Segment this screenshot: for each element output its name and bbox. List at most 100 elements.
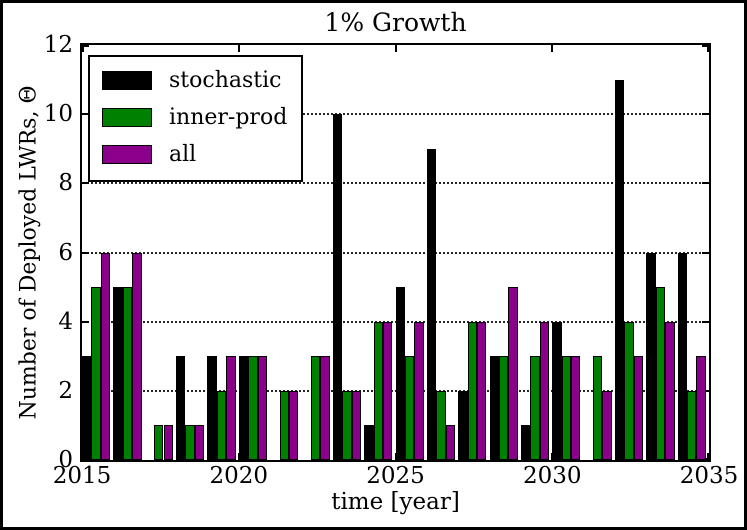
- bar-stochastic-2028: [489, 356, 499, 460]
- bar-all-2027: [477, 321, 487, 460]
- legend-label-inner-prod: inner-prod: [169, 105, 288, 130]
- x-axis-label: time [year]: [331, 489, 460, 515]
- bar-all-2030: [571, 356, 581, 460]
- bar-all-2029: [539, 321, 550, 460]
- bar-stochastic-2027: [458, 390, 468, 460]
- bar-inner-prod-2018: [185, 425, 195, 460]
- bar-inner-prod-2015: [91, 287, 101, 460]
- bar-all-2024: [382, 321, 393, 460]
- bar-inner-prod-2023: [342, 390, 352, 460]
- bar-inner-prod-2024: [373, 321, 383, 460]
- legend-row-all: all: [102, 140, 287, 169]
- bar-inner-prod-2019: [216, 390, 227, 460]
- bar-all-2023: [351, 390, 361, 460]
- x-tick-top: [394, 45, 397, 52]
- y-tick-label-10: 10: [43, 101, 73, 128]
- legend-row-stochastic: stochastic: [102, 66, 287, 95]
- bar-inner-prod-2032: [624, 321, 634, 460]
- bar-all-2016: [132, 252, 142, 460]
- bar-stochastic-2026: [426, 148, 437, 460]
- bar-stochastic-2024: [364, 425, 374, 460]
- bar-all-2020: [257, 356, 267, 460]
- bar-all-2018: [194, 425, 205, 460]
- bar-all-2034: [696, 356, 706, 460]
- bar-inner-prod-2031: [593, 356, 603, 460]
- bar-stochastic-2020: [238, 356, 249, 460]
- plot-area: stochastic inner-prod all: [80, 43, 711, 462]
- bar-inner-prod-2034: [687, 390, 697, 460]
- bar-all-2026: [445, 425, 456, 460]
- bar-inner-prod-2021: [279, 390, 289, 460]
- bar-all-2015: [100, 252, 111, 460]
- bar-stochastic-2019: [207, 356, 217, 460]
- legend-swatch-stochastic: [102, 71, 152, 90]
- x-tick-top: [707, 45, 709, 52]
- y-tick-right: [702, 182, 709, 185]
- legend-swatch-inner-prod: [102, 108, 152, 127]
- y-tick-left: [82, 251, 89, 254]
- bar-all-2025: [414, 321, 424, 460]
- y-tick-right: [702, 45, 709, 47]
- bar-stochastic-2015: [82, 356, 92, 460]
- bar-inner-prod-2025: [404, 356, 415, 460]
- legend-label-all: all: [169, 142, 197, 167]
- bar-all-2028: [508, 287, 518, 460]
- bar-all-2022: [320, 356, 330, 460]
- x-tick-top: [237, 45, 240, 52]
- gridline-y8: [82, 182, 709, 185]
- bar-inner-prod-2030: [561, 356, 572, 460]
- bar-stochastic-2018: [176, 356, 186, 460]
- x-tick-top: [551, 45, 554, 52]
- bar-stochastic-2033: [646, 252, 656, 460]
- bar-stochastic-2025: [395, 287, 405, 460]
- y-tick-label-4: 4: [58, 308, 73, 335]
- y-tick-right: [702, 320, 709, 323]
- bar-inner-prod-2022: [310, 356, 321, 460]
- x-tick-label-2015: 2015: [52, 463, 112, 489]
- bar-stochastic-2034: [677, 252, 688, 460]
- bar-all-2017: [163, 425, 173, 460]
- gridline-y6: [82, 251, 709, 254]
- y-tick-right: [702, 113, 709, 116]
- bar-all-2021: [288, 390, 299, 460]
- bar-inner-prod-2033: [655, 287, 666, 460]
- y-tick-label-12: 12: [43, 32, 73, 58]
- x-tick-label-2020: 2020: [209, 463, 269, 489]
- bar-inner-prod-2017: [154, 425, 164, 460]
- x-tick-label-2030: 2030: [522, 463, 582, 489]
- bar-stochastic-2016: [113, 287, 123, 460]
- y-tick-label-2: 2: [58, 377, 73, 404]
- legend-swatch-all: [102, 145, 152, 164]
- legend-label-stochastic: stochastic: [169, 68, 282, 93]
- bar-stochastic-2023: [332, 114, 343, 460]
- y-tick-left: [82, 182, 89, 185]
- x-tick-bottom: [707, 453, 709, 460]
- gridline-y10: [82, 113, 709, 116]
- bar-inner-prod-2029: [530, 356, 540, 460]
- chart-title: 1% Growth: [324, 8, 467, 37]
- y-tick-left: [82, 113, 89, 116]
- y-tick-label-0: 0: [58, 447, 73, 473]
- bar-all-2032: [633, 356, 644, 460]
- legend: stochastic inner-prod all: [88, 55, 304, 182]
- y-tick-right: [702, 251, 709, 254]
- bar-all-2033: [665, 321, 675, 460]
- y-tick-label-6: 6: [58, 239, 73, 266]
- bar-all-2031: [602, 390, 612, 460]
- bar-inner-prod-2016: [122, 287, 133, 460]
- y-tick-label-8: 8: [58, 170, 73, 197]
- x-tick-label-2025: 2025: [366, 463, 425, 489]
- bar-inner-prod-2027: [467, 321, 477, 460]
- bar-stochastic-2030: [552, 321, 562, 460]
- bar-inner-prod-2026: [436, 390, 446, 460]
- bar-inner-prod-2020: [248, 356, 258, 460]
- legend-row-inner-prod: inner-prod: [102, 103, 287, 132]
- bar-inner-prod-2028: [498, 356, 509, 460]
- bar-all-2019: [226, 356, 236, 460]
- y-tick-left: [82, 45, 89, 47]
- x-tick-label-2035: 2035: [679, 463, 739, 489]
- y-tick-left: [82, 320, 89, 323]
- x-tick-top: [82, 45, 84, 52]
- bar-stochastic-2032: [614, 79, 625, 460]
